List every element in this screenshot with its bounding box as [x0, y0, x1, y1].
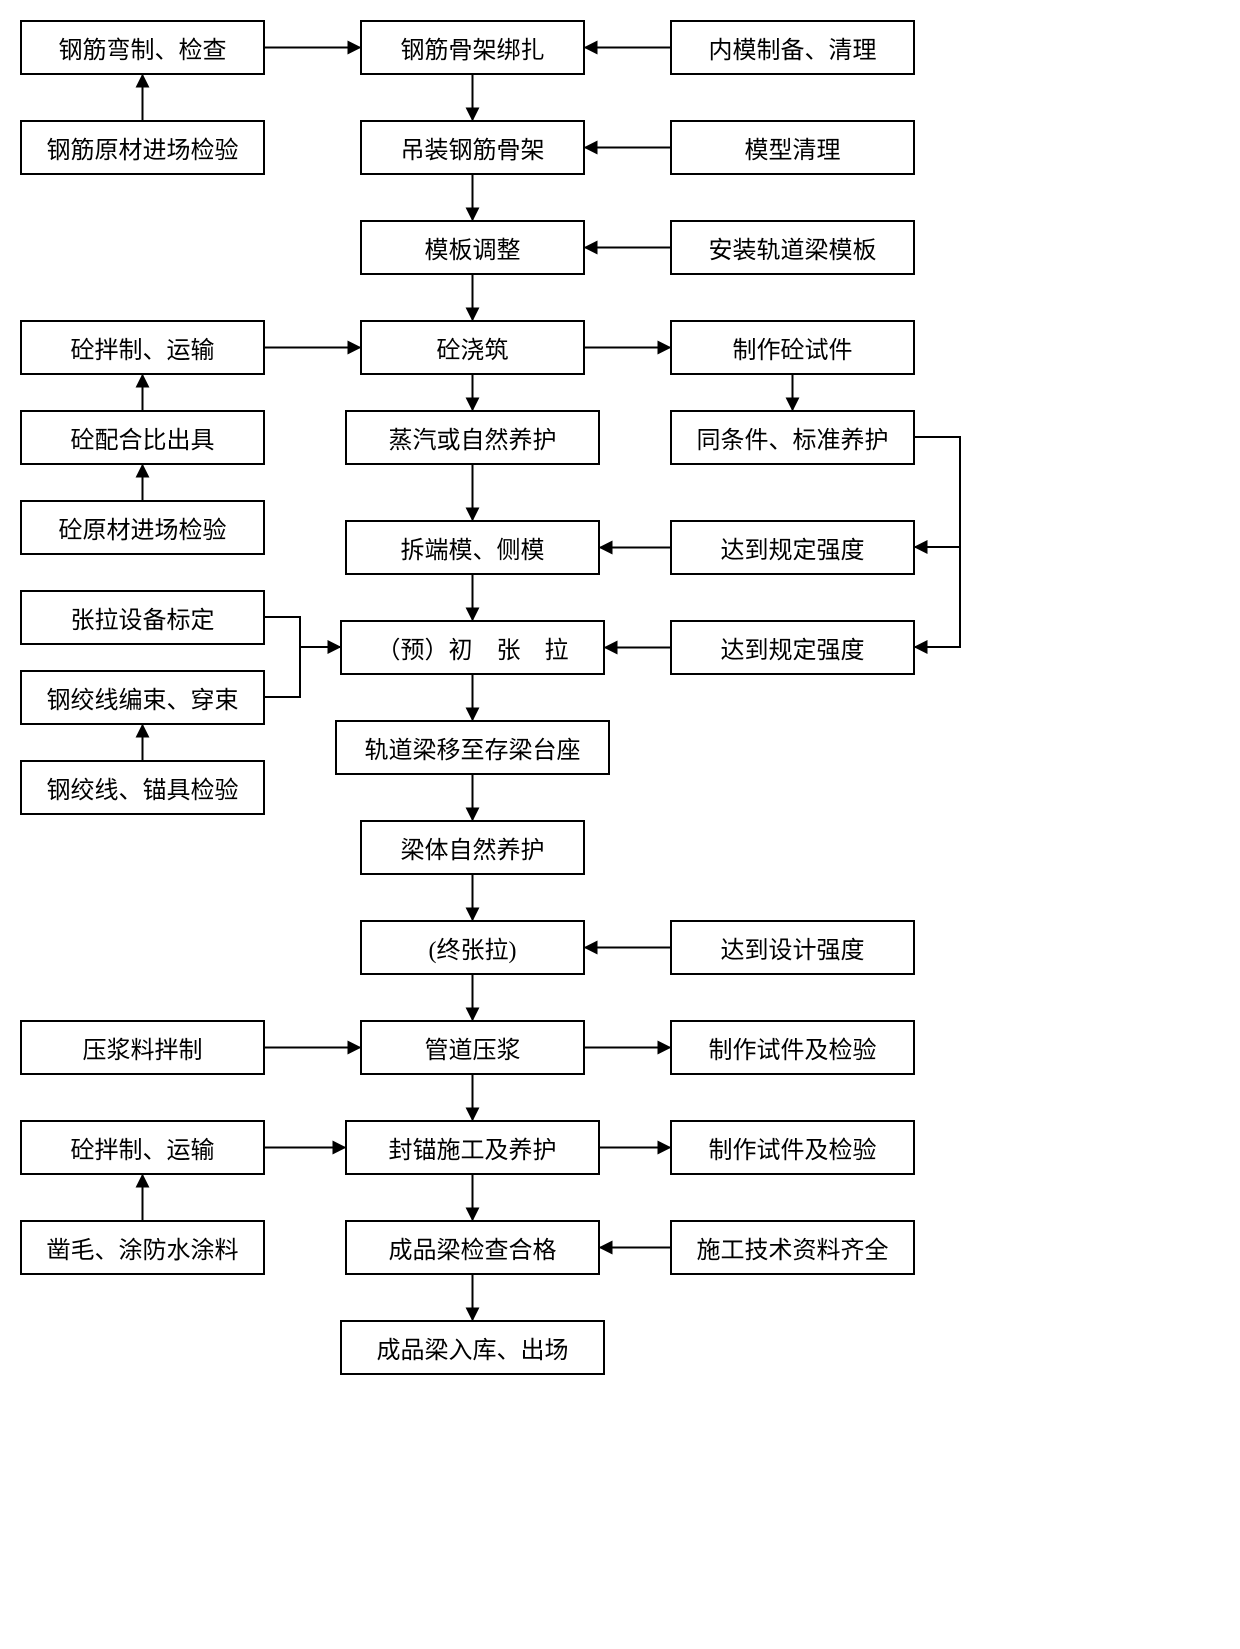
flowchart-node-n19: （预）初 张 拉	[340, 620, 605, 675]
flowchart-node-n30: 砼拌制、运输	[20, 1120, 265, 1175]
flowchart-node-n10: 砼浇筑	[360, 320, 585, 375]
node-label: (终张拉)	[429, 930, 517, 965]
flowchart-node-n26: 达到设计强度	[670, 920, 915, 975]
flowchart-node-n13: 蒸汽或自然养护	[345, 410, 600, 465]
flowchart-node-n05: 吊装钢筋骨架	[360, 120, 585, 175]
node-label: 达到规定强度	[721, 630, 865, 665]
flowchart-node-n25: (终张拉)	[360, 920, 585, 975]
flowchart-node-n03: 内模制备、清理	[670, 20, 915, 75]
node-label: 砼原材进场检验	[59, 510, 227, 545]
flowchart-node-n12: 砼配合比出具	[20, 410, 265, 465]
node-label: 钢筋弯制、检查	[59, 30, 227, 65]
polyline-edge	[915, 437, 960, 547]
flowchart-node-n02: 钢筋骨架绑扎	[360, 20, 585, 75]
node-label: 凿毛、涂防水涂料	[47, 1230, 239, 1265]
flowchart-node-n34: 成品梁检查合格	[345, 1220, 600, 1275]
flowchart-node-n07: 模板调整	[360, 220, 585, 275]
node-label: 安装轨道梁模板	[709, 230, 877, 265]
node-label: 成品梁入库、出场	[377, 1330, 569, 1365]
node-label: 蒸汽或自然养护	[389, 420, 557, 455]
node-label: 模型清理	[745, 130, 841, 165]
node-label: 同条件、标准养护	[697, 420, 889, 455]
node-label: 制作试件及检验	[709, 1030, 877, 1065]
node-label: 制作试件及检验	[709, 1130, 877, 1165]
node-label: 施工技术资料齐全	[697, 1230, 889, 1265]
node-label: 钢筋骨架绑扎	[401, 30, 545, 65]
node-label: 梁体自然养护	[401, 830, 545, 865]
node-label: 管道压浆	[425, 1030, 521, 1065]
polyline-edge	[915, 547, 960, 647]
flowchart-node-n22: 钢绞线、锚具检验	[20, 760, 265, 815]
flowchart-node-n35: 施工技术资料齐全	[670, 1220, 915, 1275]
node-label: 砼拌制、运输	[71, 1130, 215, 1165]
flowchart-node-n33: 凿毛、涂防水涂料	[20, 1220, 265, 1275]
flowchart-node-n06: 模型清理	[670, 120, 915, 175]
node-label: 张拉设备标定	[71, 600, 215, 635]
node-label: 钢筋原材进场检验	[47, 130, 239, 165]
flowchart-node-n36: 成品梁入库、出场	[340, 1320, 605, 1375]
polyline-edge	[265, 647, 300, 697]
node-label: 制作砼试件	[733, 330, 853, 365]
flowchart-node-n20: 达到规定强度	[670, 620, 915, 675]
flowchart-node-n31: 封锚施工及养护	[345, 1120, 600, 1175]
node-label: 砼配合比出具	[71, 420, 215, 455]
flowchart-node-n14: 同条件、标准养护	[670, 410, 915, 465]
node-label: 压浆料拌制	[83, 1030, 203, 1065]
node-label: 达到设计强度	[721, 930, 865, 965]
flowchart-node-n21: 钢绞线编束、穿束	[20, 670, 265, 725]
flowchart-node-n04: 钢筋原材进场检验	[20, 120, 265, 175]
node-label: （预）初 张 拉	[377, 630, 569, 665]
flowchart-node-n01: 钢筋弯制、检查	[20, 20, 265, 75]
flowchart-node-n11: 制作砼试件	[670, 320, 915, 375]
node-label: 钢绞线编束、穿束	[47, 680, 239, 715]
flowchart-node-n09: 砼拌制、运输	[20, 320, 265, 375]
flowchart-node-n18: 张拉设备标定	[20, 590, 265, 645]
node-label: 吊装钢筋骨架	[401, 130, 545, 165]
edges-layer	[0, 0, 1240, 1649]
flowchart-node-n15: 砼原材进场检验	[20, 500, 265, 555]
flowchart-node-n29: 制作试件及检验	[670, 1020, 915, 1075]
node-label: 砼拌制、运输	[71, 330, 215, 365]
node-label: 达到规定强度	[721, 530, 865, 565]
flowchart-node-n16: 拆端模、侧模	[345, 520, 600, 575]
flowchart-node-n32: 制作试件及检验	[670, 1120, 915, 1175]
node-label: 封锚施工及养护	[389, 1130, 557, 1165]
flowchart-node-n27: 压浆料拌制	[20, 1020, 265, 1075]
flowchart-node-n17: 达到规定强度	[670, 520, 915, 575]
node-label: 轨道梁移至存梁台座	[365, 730, 581, 765]
flowchart-node-n24: 梁体自然养护	[360, 820, 585, 875]
polyline-edge	[265, 617, 300, 647]
flowchart-node-n28: 管道压浆	[360, 1020, 585, 1075]
node-label: 模板调整	[425, 230, 521, 265]
flowchart-node-n23: 轨道梁移至存梁台座	[335, 720, 610, 775]
node-label: 砼浇筑	[437, 330, 509, 365]
flowchart-node-n08: 安装轨道梁模板	[670, 220, 915, 275]
node-label: 钢绞线、锚具检验	[47, 770, 239, 805]
node-label: 成品梁检查合格	[389, 1230, 557, 1265]
node-label: 拆端模、侧模	[401, 530, 545, 565]
node-label: 内模制备、清理	[709, 30, 877, 65]
